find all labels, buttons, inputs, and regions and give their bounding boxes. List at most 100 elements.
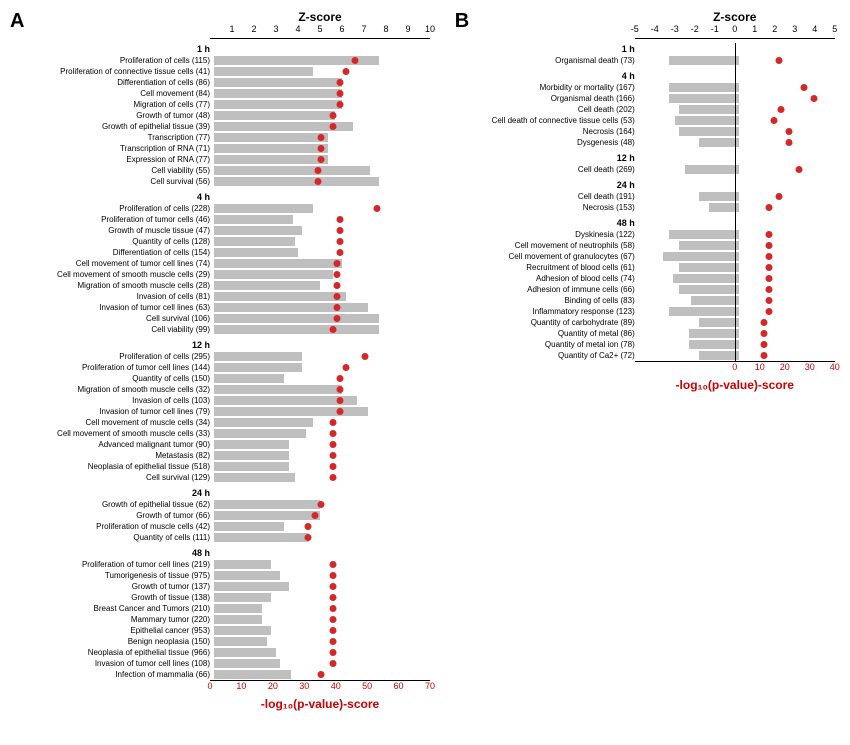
tick-label: 40 bbox=[830, 362, 840, 372]
z-score-bar bbox=[679, 241, 739, 250]
row-label: Morbidity or mortality (167) bbox=[455, 83, 639, 92]
data-row: Migration of cells (77) bbox=[10, 99, 435, 110]
row-track bbox=[214, 647, 435, 658]
z-score-bar bbox=[214, 314, 379, 323]
p-value-dot bbox=[333, 315, 340, 322]
row-track bbox=[214, 351, 435, 362]
p-value-dot bbox=[333, 260, 340, 267]
zero-line bbox=[735, 43, 736, 361]
p-value-dot bbox=[330, 638, 337, 645]
p-value-dot bbox=[336, 375, 343, 382]
p-value-dot bbox=[330, 326, 337, 333]
p-value-dot bbox=[374, 205, 381, 212]
row-track bbox=[639, 339, 840, 350]
group-header: 48 h bbox=[10, 547, 214, 559]
p-value-dot bbox=[311, 512, 318, 519]
z-score-bar bbox=[214, 593, 271, 602]
p-value-dot bbox=[314, 178, 321, 185]
data-row: Cell movement of muscle cells (34) bbox=[10, 417, 435, 428]
p-value-title: -log₁₀(p-value)-score bbox=[210, 697, 430, 711]
p-value-dot bbox=[317, 501, 324, 508]
z-score-bar bbox=[214, 533, 309, 542]
p-value-dot bbox=[336, 216, 343, 223]
z-score-bar bbox=[214, 352, 302, 361]
tick-label: 3 bbox=[792, 24, 797, 34]
group-header: 1 h bbox=[455, 43, 639, 55]
row-track bbox=[214, 510, 435, 521]
z-score-bar bbox=[214, 571, 280, 580]
p-value-ticks: 010203040 bbox=[635, 362, 835, 376]
z-score-bar bbox=[214, 429, 306, 438]
data-row: Transcription of RNA (71) bbox=[10, 143, 435, 154]
data-row: Quantity of cells (128) bbox=[10, 236, 435, 247]
data-row: Proliferation of connective tissue cells… bbox=[10, 66, 435, 77]
row-track bbox=[214, 384, 435, 395]
row-track bbox=[214, 373, 435, 384]
row-label: Neoplasia of epithelial tissue (518) bbox=[10, 462, 214, 471]
tick-label: 2 bbox=[772, 24, 777, 34]
row-label: Tumorigenesis of tissue (975) bbox=[10, 571, 214, 580]
row-track bbox=[639, 104, 840, 115]
row-track bbox=[214, 165, 435, 176]
row-track bbox=[214, 499, 435, 510]
row-track bbox=[639, 273, 840, 284]
p-value-dot bbox=[800, 84, 807, 91]
data-row: Expression of RNA (77) bbox=[10, 154, 435, 165]
z-score-bar bbox=[214, 78, 342, 87]
data-row: Cell survival (129) bbox=[10, 472, 435, 483]
z-score-bar bbox=[669, 56, 739, 65]
data-row: Growth of epithelial tissue (62) bbox=[10, 499, 435, 510]
row-label: Transcription (77) bbox=[10, 133, 214, 142]
row-track bbox=[214, 362, 435, 373]
tick-label: -1 bbox=[711, 24, 719, 34]
row-label: Adhesion of immune cells (66) bbox=[455, 285, 639, 294]
p-value-dot bbox=[305, 523, 312, 530]
row-track bbox=[214, 614, 435, 625]
row-track bbox=[639, 262, 840, 273]
row-track bbox=[214, 110, 435, 121]
tick-label: 10 bbox=[236, 681, 246, 691]
p-value-dot bbox=[775, 57, 782, 64]
tick-label: 7 bbox=[361, 24, 366, 34]
data-row: Cell movement of smooth muscle cells (29… bbox=[10, 269, 435, 280]
data-row: Proliferation of tumor cell lines (219) bbox=[10, 559, 435, 570]
row-track bbox=[214, 570, 435, 581]
row-label: Growth of epithelial tissue (39) bbox=[10, 122, 214, 131]
row-track bbox=[639, 251, 840, 262]
z-score-bar bbox=[689, 340, 739, 349]
z-score-bar bbox=[214, 615, 262, 624]
p-value-dot bbox=[330, 660, 337, 667]
data-row: Differentiation of cells (86) bbox=[10, 77, 435, 88]
z-score-bar bbox=[669, 230, 739, 239]
row-track bbox=[639, 93, 840, 104]
p-value-dot bbox=[330, 419, 337, 426]
row-label: Invasion of tumor cell lines (63) bbox=[10, 303, 214, 312]
row-track bbox=[639, 202, 840, 213]
row-track bbox=[214, 258, 435, 269]
p-value-dot bbox=[330, 572, 337, 579]
p-value-dot bbox=[314, 167, 321, 174]
data-row: Recruitment of blood cells (61) bbox=[455, 262, 840, 273]
row-track bbox=[214, 636, 435, 647]
z-score-bar bbox=[214, 325, 379, 334]
p-value-dot bbox=[352, 57, 359, 64]
figure-container: AZ-score123456789101 hProliferation of c… bbox=[10, 10, 840, 711]
row-label: Proliferation of muscle cells (42) bbox=[10, 522, 214, 531]
row-track bbox=[214, 313, 435, 324]
p-value-dot bbox=[343, 68, 350, 75]
z-score-bar bbox=[214, 522, 284, 531]
data-row: Growth of tumor (48) bbox=[10, 110, 435, 121]
data-row: Cell movement of tumor cell lines (74) bbox=[10, 258, 435, 269]
row-track bbox=[214, 603, 435, 614]
plot-body: 1 hProliferation of cells (115)Prolifera… bbox=[10, 43, 435, 680]
row-track bbox=[214, 176, 435, 187]
z-score-bar bbox=[214, 407, 368, 416]
z-score-bar bbox=[214, 270, 333, 279]
data-row: Quantity of cells (111) bbox=[10, 532, 435, 543]
z-score-bar bbox=[679, 263, 739, 272]
row-label: Cell viability (55) bbox=[10, 166, 214, 175]
data-row: Cell movement (84) bbox=[10, 88, 435, 99]
p-value-dot bbox=[770, 117, 777, 124]
row-label: Growth of tumor (66) bbox=[10, 511, 214, 520]
data-row: Tumorigenesis of tissue (975) bbox=[10, 570, 435, 581]
